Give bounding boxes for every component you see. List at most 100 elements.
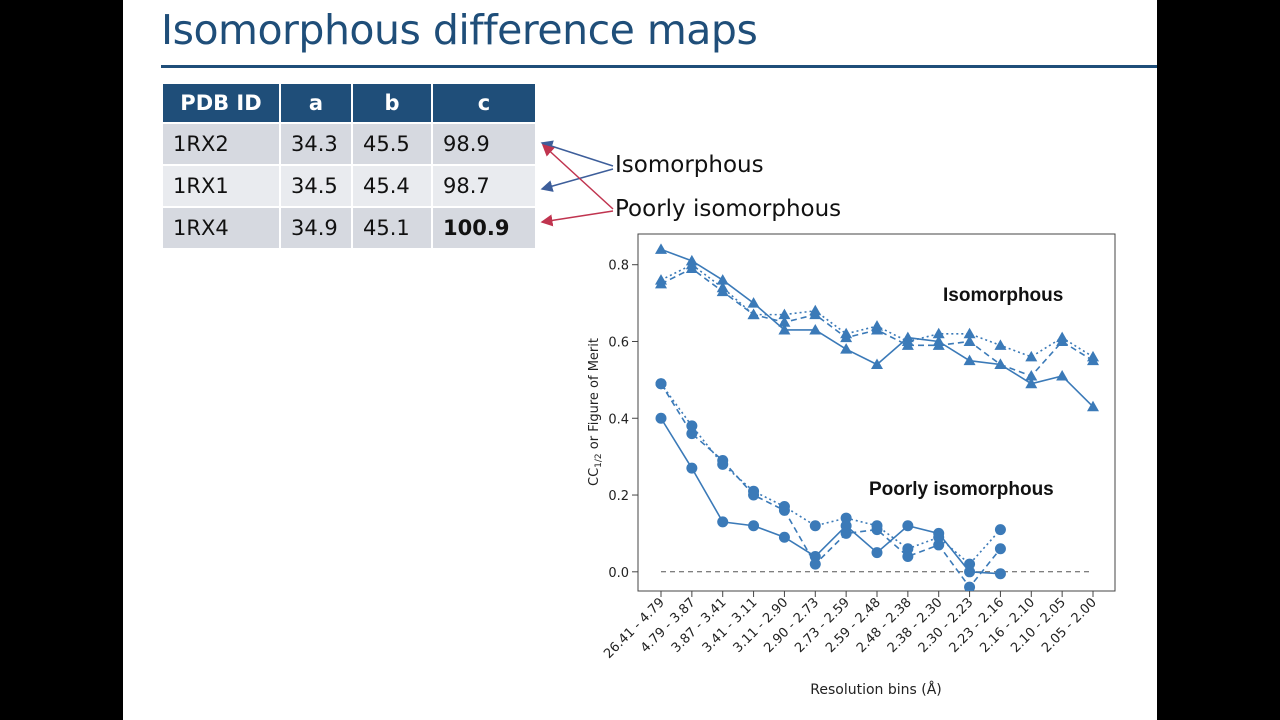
cell-a: 34.3 <box>281 124 351 164</box>
data-point <box>840 327 853 339</box>
data-point <box>685 258 698 270</box>
data-point <box>809 550 821 562</box>
cell-a: 34.9 <box>281 208 351 248</box>
data-point <box>871 320 883 331</box>
data-point <box>655 243 667 254</box>
cell-c: 100.9 <box>433 208 535 248</box>
data-point <box>994 339 1007 350</box>
series-line <box>660 383 1002 566</box>
data-point <box>932 327 945 339</box>
data-point <box>963 327 976 339</box>
data-point <box>963 335 976 346</box>
callout-isomorphous: Isomorphous <box>615 152 764 178</box>
header-c: c <box>433 84 535 122</box>
data-point <box>778 501 790 513</box>
y-tick-label: 0.8 <box>608 259 629 274</box>
data-point <box>655 378 667 390</box>
data-point <box>963 354 976 366</box>
data-point <box>778 531 790 543</box>
data-point <box>809 323 822 335</box>
cell-a: 34.5 <box>281 166 351 206</box>
cell-c: 98.9 <box>433 124 535 164</box>
cell-b: 45.4 <box>353 166 431 206</box>
data-point <box>932 339 945 350</box>
cell-pdb-id: 1RX4 <box>163 208 279 248</box>
data-point <box>686 420 698 432</box>
data-point <box>778 308 791 320</box>
callout-arrows <box>540 140 614 227</box>
data-point <box>1087 350 1099 362</box>
chart-annotation-isomorphous: Isomorphous <box>943 285 1063 306</box>
data-point <box>686 428 698 440</box>
data-point <box>1025 370 1038 381</box>
y-tick-label: 0.4 <box>608 412 629 427</box>
data-point <box>1056 331 1069 343</box>
data-point <box>809 304 822 316</box>
resolution-chart: 0.0 0.2 0.4 0.6 0.8 26.41 - 4.794.79 - 3.873… <box>587 233 1116 698</box>
cell-pdb-id: 1RX2 <box>163 124 279 164</box>
data-point <box>1056 370 1069 381</box>
slide: Isomorphous difference maps PDB ID a b c… <box>123 0 1157 720</box>
series-3 <box>655 258 1099 362</box>
data-point <box>933 531 945 543</box>
data-point <box>778 323 791 335</box>
header-a: a <box>281 84 351 122</box>
data-point <box>1025 350 1038 362</box>
y-axis: 0.0 0.2 0.4 0.6 0.8 <box>608 259 638 581</box>
data-point <box>748 520 760 532</box>
data-point <box>994 543 1006 555</box>
unit-cell-table: PDB ID a b c 1RX2 34.3 45.5 98.9 1RX1 34… <box>161 82 537 250</box>
series-6 <box>655 378 1006 570</box>
data-point <box>1087 400 1099 412</box>
data-point <box>871 547 883 559</box>
data-point <box>902 550 914 562</box>
data-point <box>809 520 821 532</box>
data-point <box>901 335 914 346</box>
data-point <box>809 558 821 570</box>
data-point <box>871 520 883 532</box>
data-point <box>716 274 729 285</box>
data-point <box>747 308 760 320</box>
data-point <box>1025 377 1038 389</box>
table-header-row: PDB ID a b c <box>163 84 535 122</box>
chart-series <box>655 243 1099 591</box>
chart-annotation-poorly-isomorphous: Poorly isomorphous <box>869 479 1054 500</box>
data-point <box>871 358 883 370</box>
data-point <box>778 316 791 327</box>
title-divider <box>161 65 1157 68</box>
data-point <box>994 524 1006 536</box>
x-axis-label: Resolution bins (Å) <box>810 681 942 698</box>
cell-b: 45.1 <box>353 208 431 248</box>
data-point <box>933 539 945 551</box>
data-point <box>994 358 1007 370</box>
table-row: 1RX1 34.5 45.4 98.7 <box>163 166 535 206</box>
data-point <box>840 520 852 532</box>
data-point <box>747 297 760 308</box>
cell-pdb-id: 1RX1 <box>163 166 279 206</box>
table-row: 1RX4 34.9 45.1 100.9 <box>163 208 535 248</box>
arrow-iso-1rx1 <box>540 168 614 192</box>
data-point <box>902 543 914 555</box>
y-tick-label: 0.6 <box>608 335 629 350</box>
slide-title: Isomorphous difference maps <box>161 6 758 54</box>
data-point <box>840 527 852 539</box>
data-point <box>994 568 1006 580</box>
callout-poorly-isomorphous: Poorly isomorphous <box>615 196 842 222</box>
arrow-poor-1rx4 <box>540 210 614 227</box>
x-axis: 26.41 - 4.794.79 - 3.873.87 - 3.413.41 -… <box>601 591 1100 662</box>
data-point <box>840 512 852 524</box>
data-point <box>964 558 976 570</box>
cell-c: 98.7 <box>433 166 535 206</box>
data-point <box>964 566 976 578</box>
data-point <box>716 281 729 293</box>
series-line <box>660 383 1002 589</box>
data-point <box>964 581 976 591</box>
data-point <box>717 458 729 470</box>
y-tick-label: 0.2 <box>608 489 629 504</box>
data-point <box>655 412 667 424</box>
y-tick-label: 0.0 <box>608 566 629 581</box>
cell-b: 45.5 <box>353 124 431 164</box>
header-pdb-id: PDB ID <box>163 84 279 122</box>
data-point <box>717 516 729 528</box>
data-point <box>902 520 914 532</box>
